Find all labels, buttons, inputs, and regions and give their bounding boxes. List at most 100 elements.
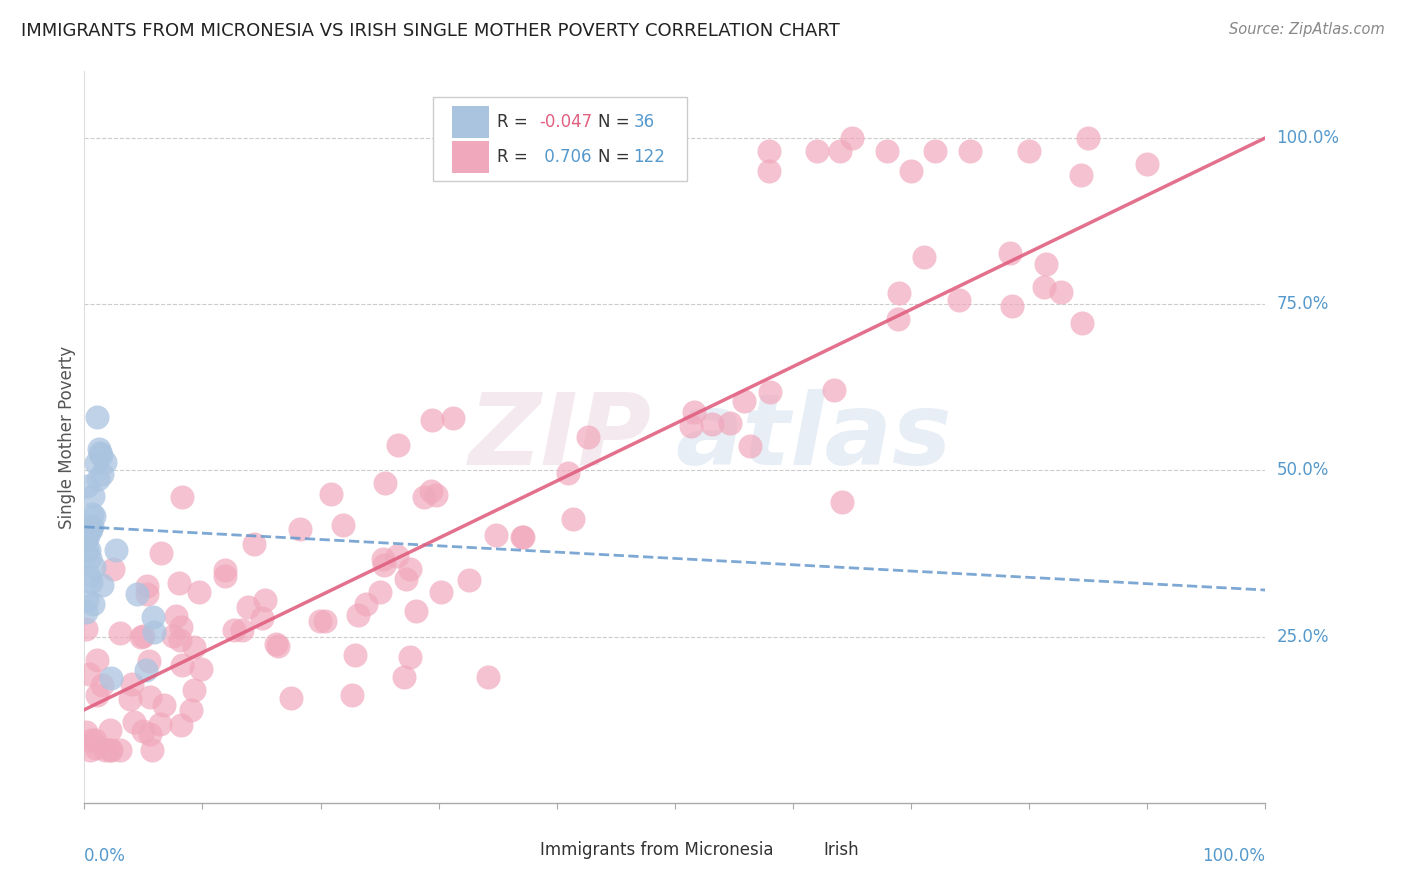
Point — [738, 439, 761, 453]
Point — [76, 593, 98, 607]
Point — [101, 561, 124, 575]
Point — [806, 144, 828, 158]
Point — [98, 742, 121, 756]
Point — [457, 574, 479, 588]
Point — [167, 575, 190, 590]
Text: 75.0%: 75.0% — [1277, 295, 1329, 313]
FancyBboxPatch shape — [433, 97, 686, 181]
Point — [1070, 168, 1092, 182]
Point — [231, 624, 253, 638]
Point — [172, 490, 194, 504]
Y-axis label: Single Mother Poverty: Single Mother Poverty — [58, 345, 76, 529]
Point — [912, 250, 935, 264]
Point — [77, 522, 100, 536]
Point — [77, 543, 100, 558]
Point — [83, 560, 105, 574]
FancyBboxPatch shape — [508, 838, 536, 862]
Point — [264, 637, 287, 651]
Text: 100.0%: 100.0% — [1202, 847, 1265, 864]
Point — [76, 478, 98, 492]
Point — [75, 522, 97, 536]
Point — [169, 633, 191, 648]
Point — [142, 624, 165, 639]
Point — [420, 413, 443, 427]
Text: Source: ZipAtlas.com: Source: ZipAtlas.com — [1229, 22, 1385, 37]
Point — [485, 528, 508, 542]
Point — [77, 520, 100, 534]
Text: 100.0%: 100.0% — [1277, 128, 1340, 147]
Point — [149, 716, 172, 731]
Point — [876, 144, 898, 158]
Point — [79, 524, 101, 538]
Point — [374, 476, 396, 491]
Point — [314, 614, 336, 628]
Point — [557, 466, 579, 480]
Point — [1136, 157, 1159, 171]
FancyBboxPatch shape — [451, 141, 489, 173]
Point — [512, 530, 534, 544]
Point — [149, 546, 172, 560]
Point — [100, 742, 122, 756]
Point — [887, 311, 910, 326]
Point — [89, 445, 111, 459]
Point — [75, 605, 97, 619]
Text: R =: R = — [496, 112, 533, 131]
Point — [759, 384, 782, 399]
Point — [924, 144, 946, 158]
Point — [250, 611, 273, 625]
Point — [399, 650, 422, 665]
Text: Immigrants from Micronesia: Immigrants from Micronesia — [540, 840, 773, 859]
Point — [94, 455, 117, 469]
Point — [79, 551, 101, 566]
Point — [718, 416, 741, 430]
Point — [405, 604, 427, 618]
Point — [125, 587, 148, 601]
Point — [681, 418, 703, 433]
Text: Irish: Irish — [824, 840, 859, 859]
Point — [948, 293, 970, 307]
Point — [1001, 300, 1024, 314]
Point — [138, 654, 160, 668]
Point — [441, 411, 464, 425]
Point — [122, 714, 145, 729]
Point — [1077, 131, 1099, 145]
Point — [267, 639, 290, 653]
Point — [153, 698, 176, 712]
Point — [105, 543, 128, 558]
Point — [86, 740, 108, 755]
Point — [758, 164, 780, 178]
Text: IMMIGRANTS FROM MICRONESIA VS IRISH SINGLE MOTHER POVERTY CORRELATION CHART: IMMIGRANTS FROM MICRONESIA VS IRISH SING… — [21, 22, 839, 40]
Text: N =: N = — [598, 112, 630, 131]
Point — [141, 742, 163, 756]
Point — [82, 597, 104, 611]
Text: 36: 36 — [634, 112, 655, 131]
Point — [135, 663, 157, 677]
Point — [831, 494, 853, 508]
Point — [340, 688, 363, 702]
Point — [108, 625, 131, 640]
Point — [425, 488, 447, 502]
Point — [87, 442, 110, 456]
Point — [135, 586, 157, 600]
Point — [561, 511, 583, 525]
FancyBboxPatch shape — [790, 838, 818, 862]
Text: 0.0%: 0.0% — [84, 847, 127, 864]
Point — [733, 394, 755, 409]
Text: 122: 122 — [634, 148, 665, 166]
Point — [309, 614, 332, 628]
Point — [290, 522, 312, 536]
Point — [80, 521, 103, 535]
Point — [77, 569, 100, 583]
Point — [75, 622, 97, 636]
Point — [222, 624, 245, 638]
Point — [80, 518, 103, 533]
Point — [131, 629, 153, 643]
Point — [413, 490, 436, 504]
Point — [76, 532, 98, 546]
Point — [319, 487, 342, 501]
Point — [356, 597, 378, 611]
Point — [86, 653, 108, 667]
Point — [758, 144, 780, 158]
Point — [841, 131, 863, 145]
Point — [371, 552, 394, 566]
